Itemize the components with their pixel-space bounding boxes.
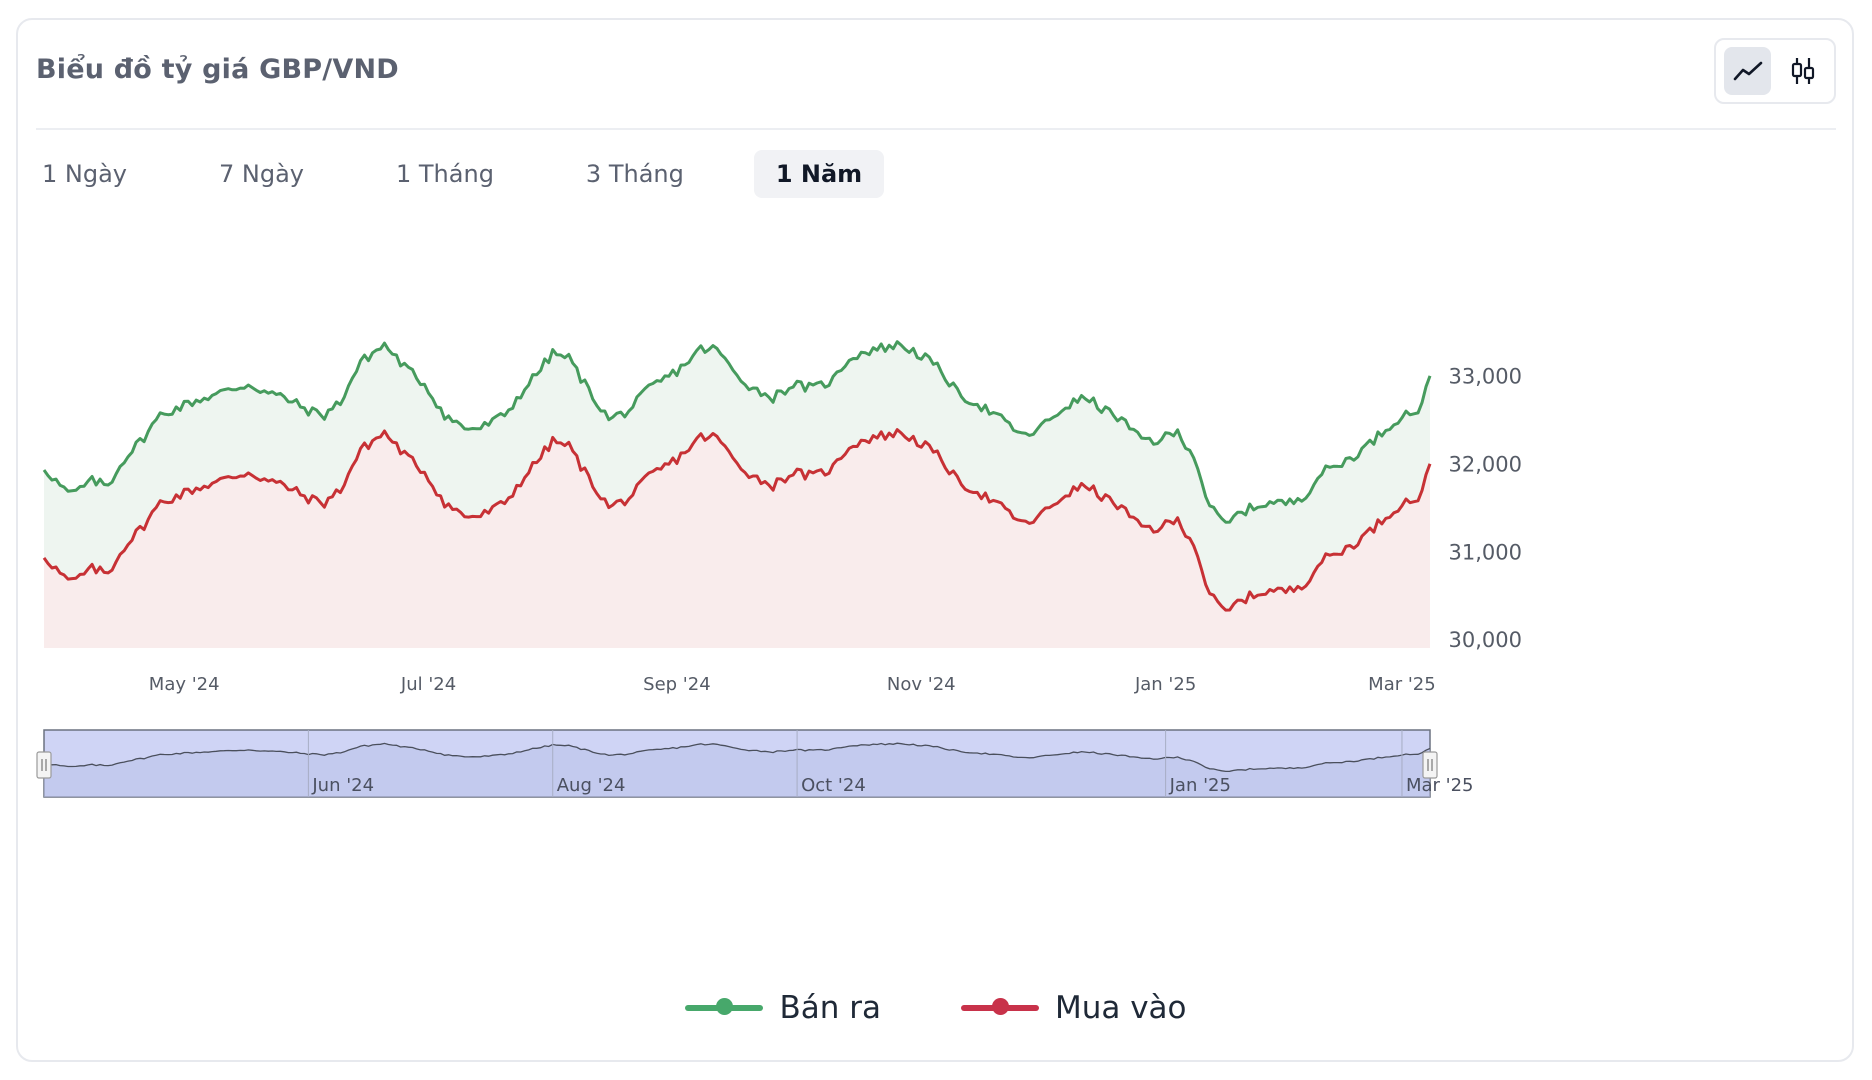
y-tick-label: 30,000	[1449, 628, 1522, 652]
tab-1-year[interactable]: 1 Năm	[753, 150, 885, 198]
candlestick-button[interactable]	[1779, 47, 1826, 95]
line-chart-button[interactable]	[1724, 47, 1771, 95]
navigator-tick-label: Mar '25	[1406, 775, 1474, 796]
legend-buy-marker	[960, 998, 1039, 1015]
candlestick-icon	[1791, 58, 1814, 84]
navigator-tick-label: Jan '25	[1169, 775, 1231, 796]
x-tick-label: May '24	[149, 674, 220, 695]
tab-7-days[interactable]: 7 Ngày	[219, 160, 304, 188]
handle-grip	[1422, 751, 1438, 779]
navigator-area	[44, 743, 1430, 797]
x-tick-label: Jul '24	[400, 674, 456, 695]
tab-1-day[interactable]: 1 Ngày	[42, 160, 127, 188]
range-tabs: 1 Ngày 7 Ngày 1 Tháng 3 Tháng 1 Năm	[20, 150, 932, 198]
legend-sell-marker	[685, 998, 764, 1015]
navigator-right-handle[interactable]	[1422, 751, 1438, 779]
y-tick-label: 32,000	[1449, 452, 1522, 476]
navigator-series-line	[43, 742, 1431, 773]
series-line-ban-ra	[42, 340, 1432, 524]
legend-buy-label: Mua vào	[1054, 990, 1187, 1026]
x-tick-label: Nov '24	[887, 674, 956, 695]
chart-title: Biểu đồ tỷ giá GBP/VND	[36, 54, 399, 85]
chart-legend: Bán ra Mua vào	[0, 990, 1872, 1026]
header-divider	[36, 128, 1836, 130]
sell-area	[44, 341, 1430, 611]
navigator-tick-label: Aug '24	[557, 775, 626, 796]
y-tick-label: 31,000	[1449, 540, 1522, 564]
x-tick-label: Jan '25	[1134, 674, 1196, 695]
legend-item-buy[interactable]: Mua vào	[960, 990, 1187, 1026]
tab-3-months[interactable]: 3 Tháng	[585, 160, 684, 188]
x-tick-label: Mar '25	[1368, 674, 1436, 695]
y-tick-label: 33,000	[1449, 364, 1522, 388]
navigator-left-handle[interactable]	[36, 751, 52, 779]
navigator-tick-label: Oct '24	[801, 775, 866, 796]
navigator: Jun '24 Aug '24 Oct '24 Jan '25 Mar '25	[36, 729, 1474, 798]
legend-item-sell[interactable]: Bán ra	[685, 990, 881, 1026]
handle-grip	[36, 751, 52, 779]
tab-1-month[interactable]: 1 Tháng	[396, 160, 494, 188]
legend-sell-label: Bán ra	[779, 990, 881, 1026]
chart-type-switch	[1714, 38, 1836, 104]
navigator-tick-label: Jun '24	[311, 775, 374, 796]
chart-fills	[44, 341, 1430, 648]
buy-area	[44, 429, 1430, 648]
line-chart-icon	[1733, 61, 1762, 81]
series-line-mua-vao	[42, 428, 1432, 612]
x-tick-label: Sep '24	[643, 674, 711, 695]
